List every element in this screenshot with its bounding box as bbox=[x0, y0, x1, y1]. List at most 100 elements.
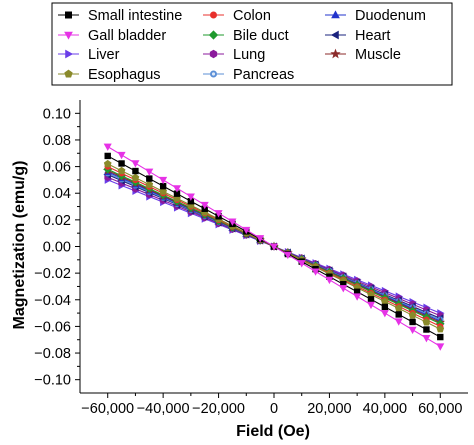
legend-label: Liver bbox=[88, 47, 120, 63]
data-point-small-intestine bbox=[340, 281, 347, 288]
legend-item-colon: Colon bbox=[203, 8, 271, 24]
data-point-gall-bladder bbox=[117, 151, 126, 160]
legend-item-liver: Liver bbox=[58, 47, 120, 63]
data-point-gall-bladder bbox=[269, 243, 279, 251]
data-point-gall-bladder bbox=[380, 310, 389, 318]
legend-marker bbox=[210, 70, 217, 78]
data-point-esophagus bbox=[117, 166, 126, 175]
y-tick-label: 0.08 bbox=[43, 133, 71, 149]
data-point-gall-bladder bbox=[256, 235, 265, 243]
x-tick-label: 40,000 bbox=[363, 401, 407, 417]
legend-label: Duodenum bbox=[355, 8, 426, 24]
data-point-gall-bladder bbox=[353, 293, 362, 301]
data-point-small-intestine bbox=[326, 273, 333, 280]
data-point-small-intestine bbox=[187, 198, 195, 205]
legend-marker bbox=[330, 30, 339, 40]
legend-item-lung: Lung bbox=[203, 47, 265, 63]
data-point-gall-bladder bbox=[311, 268, 320, 276]
data-point-gall-bladder bbox=[228, 218, 237, 226]
data-point-gall-bladder bbox=[214, 210, 223, 218]
legend: Small intestine Colon Duodenum Gall bladder… bbox=[51, 2, 453, 86]
legend-marker bbox=[208, 30, 219, 40]
legend-item-heart: Heart bbox=[325, 28, 390, 44]
legend-marker bbox=[65, 11, 72, 19]
legend-item-esophagus: Esophagus bbox=[58, 67, 161, 83]
data-point-esophagus bbox=[103, 159, 112, 168]
y-tick-label: 0.10 bbox=[43, 106, 71, 122]
data-point-gall-bladder bbox=[325, 276, 334, 285]
data-point-gall-bladder bbox=[159, 176, 168, 185]
data-point-esophagus bbox=[145, 180, 154, 188]
data-point-esophagus bbox=[159, 187, 167, 195]
data-point-gall-bladder bbox=[200, 201, 209, 210]
data-point-gall-bladder bbox=[145, 168, 154, 176]
data-point-esophagus bbox=[131, 173, 140, 181]
y-tick-label: 0.02 bbox=[43, 213, 71, 229]
legend-label: Colon bbox=[233, 8, 271, 24]
legend-label: Lung bbox=[233, 47, 265, 63]
legend-item-muscle: Muscle bbox=[325, 47, 401, 63]
legend-marker bbox=[64, 69, 73, 78]
legend-label: Small intestine bbox=[88, 8, 182, 24]
y-tick-label: −0.10 bbox=[34, 373, 71, 389]
plot-area bbox=[102, 143, 446, 351]
x-tick-label: 20,000 bbox=[307, 401, 351, 417]
data-point-gall-bladder bbox=[436, 343, 445, 351]
x-tick-label: −20,000 bbox=[192, 401, 245, 417]
data-point-small-intestine bbox=[159, 182, 167, 190]
legend-box bbox=[51, 2, 453, 86]
data-point-gall-bladder bbox=[172, 185, 182, 193]
legend-item-bile-duct: Bile duct bbox=[203, 28, 289, 44]
legend-marker bbox=[330, 48, 341, 59]
data-point-gall-bladder bbox=[408, 326, 417, 335]
legend-item-gall-bladder: Gall bladder bbox=[58, 28, 166, 44]
legend-label: Esophagus bbox=[88, 67, 161, 83]
series-gall-bladder bbox=[103, 143, 445, 351]
legend-label: Gall bladder bbox=[88, 28, 166, 44]
y-tick-label: 0.06 bbox=[43, 160, 71, 176]
data-point-gall-bladder bbox=[103, 143, 112, 151]
legend-item-pancreas: Pancreas bbox=[203, 67, 294, 83]
legend-marker bbox=[331, 10, 340, 19]
data-point-small-intestine bbox=[146, 175, 153, 182]
y-tick-label: −0.04 bbox=[34, 293, 71, 309]
legend-label: Heart bbox=[355, 28, 390, 44]
data-point-small-intestine bbox=[423, 326, 430, 333]
data-point-small-intestine bbox=[118, 160, 125, 167]
x-axis-title: Field (Oe) bbox=[236, 423, 310, 440]
y-tick-label: −0.08 bbox=[34, 346, 71, 362]
legend-marker bbox=[209, 49, 218, 59]
data-point-gall-bladder bbox=[297, 260, 306, 268]
axes: −60,000 −40,000 −20,000 0 20,000 40,000 60,000… bbox=[34, 100, 468, 417]
data-point-gall-bladder bbox=[422, 335, 431, 343]
legend-marker bbox=[210, 11, 217, 19]
legend-label: Muscle bbox=[355, 47, 401, 63]
y-axis-title: Magnetization (emu/g) bbox=[11, 161, 28, 330]
data-point-small-intestine bbox=[367, 296, 375, 303]
data-point-small-intestine bbox=[132, 167, 139, 175]
x-tick-label: −40,000 bbox=[137, 401, 190, 417]
data-point-gall-bladder bbox=[186, 193, 195, 201]
data-point-gall-bladder bbox=[131, 160, 140, 168]
data-point-gall-bladder bbox=[339, 285, 348, 293]
data-point-esophagus bbox=[408, 311, 417, 319]
data-point-gall-bladder bbox=[394, 318, 403, 326]
legend-label: Bile duct bbox=[233, 28, 289, 44]
legend-label: Pancreas bbox=[233, 67, 294, 83]
data-point-small-intestine bbox=[437, 333, 444, 341]
data-point-small-intestine bbox=[173, 190, 181, 197]
data-point-small-intestine bbox=[104, 152, 111, 160]
data-point-gall-bladder bbox=[366, 301, 376, 310]
legend-item-small-intestine: Small intestine bbox=[58, 8, 182, 24]
data-point-small-intestine bbox=[381, 303, 389, 311]
legend-marker bbox=[65, 49, 74, 59]
data-point-gall-bladder bbox=[242, 226, 251, 235]
data-point-esophagus bbox=[422, 318, 431, 326]
data-point-esophagus bbox=[436, 325, 445, 333]
data-point-small-intestine bbox=[395, 311, 402, 318]
x-tick-label: 0 bbox=[270, 401, 278, 417]
y-tick-label: 0.04 bbox=[43, 186, 71, 202]
y-tick-label: −0.06 bbox=[34, 319, 71, 335]
y-tick-label: −0.02 bbox=[34, 266, 71, 282]
